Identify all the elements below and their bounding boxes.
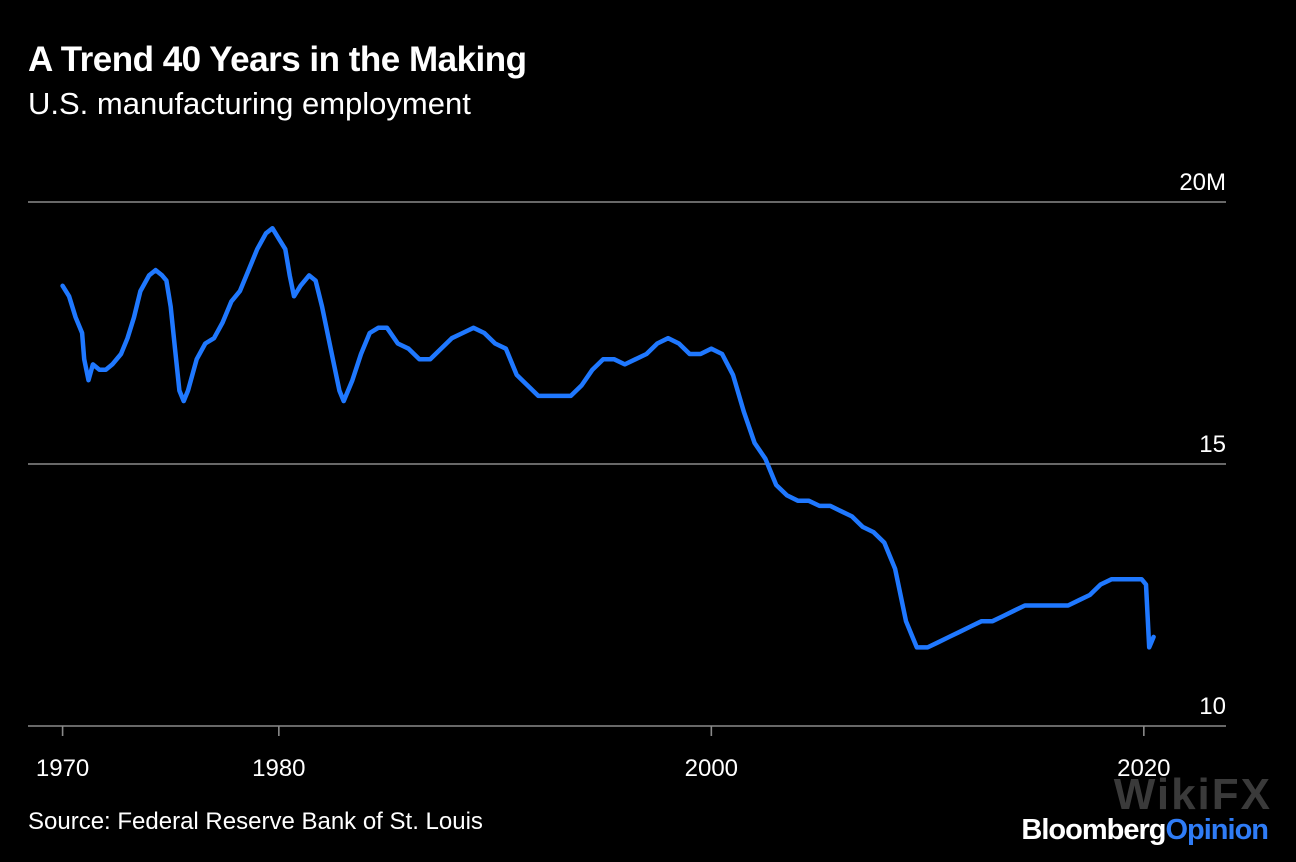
x-tick-label: 2020 (1117, 755, 1170, 782)
gridlines (28, 201, 1226, 727)
brand-part-1: Bloomberg (1021, 814, 1166, 846)
x-tick-label: 1980 (252, 755, 305, 782)
brand-logo: BloombergOpinion (1021, 814, 1269, 847)
series-line-0 (60, 225, 1156, 650)
y-tick-label: 10 (1199, 693, 1226, 720)
y-tick-label: 20M (1179, 169, 1226, 196)
y-tick-label: 15 (1199, 431, 1226, 458)
watermark-logo: WikiFX (1113, 770, 1272, 819)
x-tick-label: 1970 (36, 755, 89, 782)
series-layer (60, 225, 1156, 650)
chart-title: A Trend 40 Years in the Making (28, 40, 527, 79)
chart-subtitle: U.S. manufacturing employment (28, 86, 471, 121)
x-tick-label: 2000 (685, 755, 738, 782)
brand-part-2: Opinion (1165, 814, 1269, 846)
x-axis: 1970 1980 2000 2020 (36, 726, 1171, 782)
source-note: Source: Federal Reserve Bank of St. Loui… (28, 808, 483, 835)
y-axis-labels: 20M 15 10 (1179, 169, 1226, 720)
